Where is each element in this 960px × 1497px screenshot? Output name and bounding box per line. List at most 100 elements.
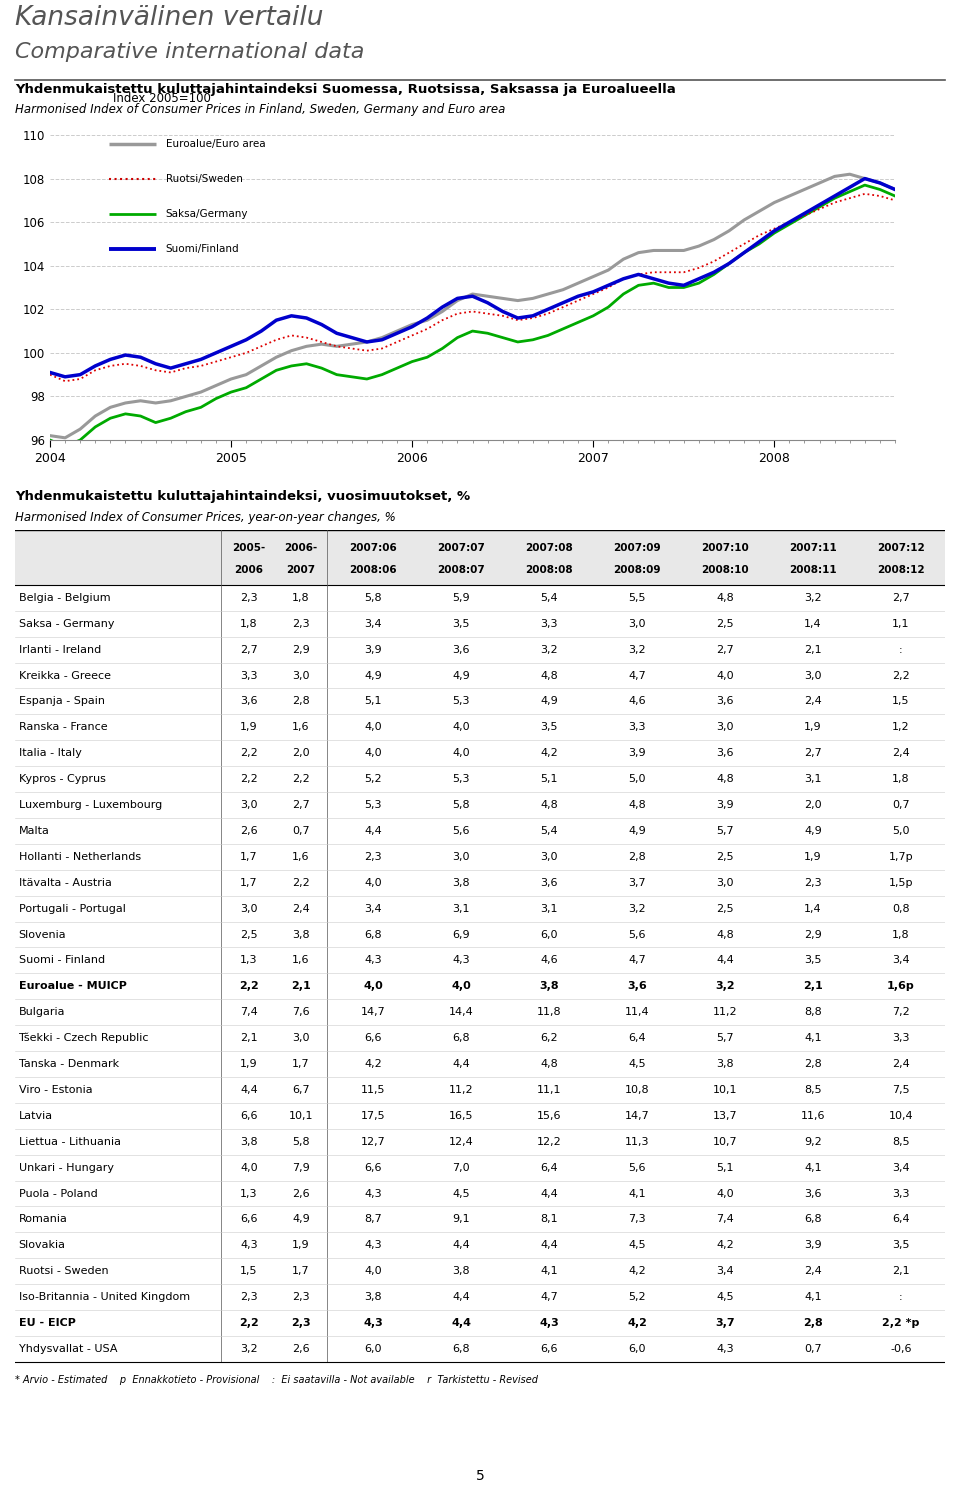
Text: Luxemburg - Luxembourg: Luxemburg - Luxembourg: [19, 799, 162, 810]
Text: 2008:12: 2008:12: [877, 564, 924, 575]
Text: 13,7: 13,7: [712, 1111, 737, 1121]
Text: 4,0: 4,0: [364, 1266, 382, 1277]
Text: 6,8: 6,8: [452, 1033, 469, 1043]
Text: 4,2: 4,2: [716, 1241, 733, 1250]
Text: 2,3: 2,3: [240, 593, 258, 603]
Text: 8,8: 8,8: [804, 1007, 822, 1018]
Text: 2,5: 2,5: [240, 930, 258, 940]
Text: 1,9: 1,9: [292, 1241, 310, 1250]
Text: Yhdenmukaistettu kuluttajahintaindeksi, vuosimuutokset, %: Yhdenmukaistettu kuluttajahintaindeksi, …: [15, 490, 470, 503]
Text: 4,0: 4,0: [452, 748, 469, 757]
Text: EU - EICP: EU - EICP: [19, 1317, 76, 1328]
Text: Yhdenmukaistettu kuluttajahintaindeksi Suomessa, Ruotsissa, Saksassa ja Euroalue: Yhdenmukaistettu kuluttajahintaindeksi S…: [15, 82, 676, 96]
Text: 6,0: 6,0: [540, 930, 558, 940]
Text: 4,4: 4,4: [452, 1058, 469, 1069]
Text: 1,8: 1,8: [892, 930, 910, 940]
Text: 3,8: 3,8: [364, 1292, 382, 1302]
Text: 0,8: 0,8: [892, 904, 910, 913]
Text: 3,4: 3,4: [892, 955, 910, 966]
Text: 2,2: 2,2: [292, 774, 310, 784]
Text: 6,6: 6,6: [240, 1111, 257, 1121]
Text: Tanska - Denmark: Tanska - Denmark: [19, 1058, 119, 1069]
Text: :: :: [900, 1292, 902, 1302]
Text: 4,0: 4,0: [364, 877, 382, 888]
Text: 4,2: 4,2: [364, 1058, 382, 1069]
Text: Harmonised Index of Consumer Prices, year-on-year changes, %: Harmonised Index of Consumer Prices, yea…: [15, 512, 396, 524]
Text: 4,9: 4,9: [628, 826, 646, 835]
Text: 0,7: 0,7: [892, 799, 910, 810]
Text: Iso-Britannia - United Kingdom: Iso-Britannia - United Kingdom: [19, 1292, 190, 1302]
Text: 2,8: 2,8: [292, 696, 310, 707]
Text: 8,5: 8,5: [804, 1085, 822, 1094]
Text: 3,2: 3,2: [804, 593, 822, 603]
Text: 6,7: 6,7: [292, 1085, 310, 1094]
Text: 5: 5: [475, 1469, 485, 1484]
Text: 2,7: 2,7: [240, 645, 258, 654]
Text: 4,3: 4,3: [364, 1241, 382, 1250]
Text: Slovakia: Slovakia: [19, 1241, 65, 1250]
Text: 2006-: 2006-: [284, 542, 318, 552]
Text: Italia - Italy: Italia - Italy: [19, 748, 82, 757]
Text: 1,9: 1,9: [240, 723, 258, 732]
Text: Viro - Estonia: Viro - Estonia: [19, 1085, 92, 1094]
Text: Yhdysvallat - USA: Yhdysvallat - USA: [19, 1344, 117, 1353]
Text: Unkari - Hungary: Unkari - Hungary: [19, 1163, 113, 1172]
Text: 4,9: 4,9: [364, 671, 382, 681]
Text: 4,6: 4,6: [540, 955, 558, 966]
Text: 2008:06: 2008:06: [349, 564, 396, 575]
Text: 4,2: 4,2: [540, 748, 558, 757]
Text: Puola - Poland: Puola - Poland: [19, 1189, 98, 1199]
Text: 4,9: 4,9: [292, 1214, 310, 1225]
Text: 3,9: 3,9: [804, 1241, 822, 1250]
Text: 2,2: 2,2: [239, 1317, 259, 1328]
Text: 2,3: 2,3: [292, 1292, 310, 1302]
Text: Kypros - Cyprus: Kypros - Cyprus: [19, 774, 106, 784]
Text: 2007:10: 2007:10: [701, 542, 749, 552]
Text: 10,8: 10,8: [625, 1085, 649, 1094]
Text: 2,4: 2,4: [804, 696, 822, 707]
Text: 2008:09: 2008:09: [613, 564, 660, 575]
Text: Kansainvälinen vertailu: Kansainvälinen vertailu: [15, 4, 324, 31]
Text: 4,9: 4,9: [452, 671, 469, 681]
Text: 1,8: 1,8: [240, 618, 258, 629]
Text: 2,3: 2,3: [240, 1292, 258, 1302]
Text: 4,3: 4,3: [364, 955, 382, 966]
Text: 3,8: 3,8: [292, 930, 310, 940]
Text: 4,0: 4,0: [240, 1163, 258, 1172]
Text: 2,1: 2,1: [892, 1266, 910, 1277]
Text: 3,3: 3,3: [540, 618, 558, 629]
Text: 2,8: 2,8: [804, 1058, 822, 1069]
Text: 2,2: 2,2: [892, 671, 910, 681]
Text: 4,7: 4,7: [628, 955, 646, 966]
Text: 3,6: 3,6: [540, 877, 558, 888]
Text: 1,4: 1,4: [804, 618, 822, 629]
Text: Euroalue - MUICP: Euroalue - MUICP: [19, 982, 127, 991]
Text: Suomi - Finland: Suomi - Finland: [19, 955, 105, 966]
Text: 9,2: 9,2: [804, 1136, 822, 1147]
Text: 5,8: 5,8: [364, 593, 382, 603]
Text: 6,6: 6,6: [540, 1344, 558, 1353]
Text: 6,4: 6,4: [540, 1163, 558, 1172]
Text: 14,4: 14,4: [448, 1007, 473, 1018]
Text: 5,7: 5,7: [716, 826, 733, 835]
Text: 2,9: 2,9: [804, 930, 822, 940]
Text: 4,8: 4,8: [716, 930, 733, 940]
Text: 10,4: 10,4: [889, 1111, 913, 1121]
Text: 16,5: 16,5: [448, 1111, 473, 1121]
Text: 1,3: 1,3: [240, 1189, 257, 1199]
Text: 2,2: 2,2: [240, 774, 258, 784]
Text: 4,3: 4,3: [540, 1317, 559, 1328]
Text: 6,0: 6,0: [364, 1344, 382, 1353]
Text: * Arvio - Estimated    p  Ennakkotieto - Provisional    :  Ei saatavilla - Not a: * Arvio - Estimated p Ennakkotieto - Pro…: [15, 1376, 538, 1385]
Text: 8,7: 8,7: [364, 1214, 382, 1225]
Text: 2008:07: 2008:07: [437, 564, 485, 575]
Text: Irlanti - Ireland: Irlanti - Ireland: [19, 645, 101, 654]
Text: 3,4: 3,4: [716, 1266, 733, 1277]
Text: 3,1: 3,1: [452, 904, 469, 913]
Text: 1,9: 1,9: [240, 1058, 258, 1069]
Text: 3,8: 3,8: [452, 1266, 469, 1277]
Text: 4,0: 4,0: [716, 1189, 733, 1199]
Text: 3,0: 3,0: [452, 852, 469, 862]
Text: 3,5: 3,5: [804, 955, 822, 966]
Text: Latvia: Latvia: [19, 1111, 53, 1121]
